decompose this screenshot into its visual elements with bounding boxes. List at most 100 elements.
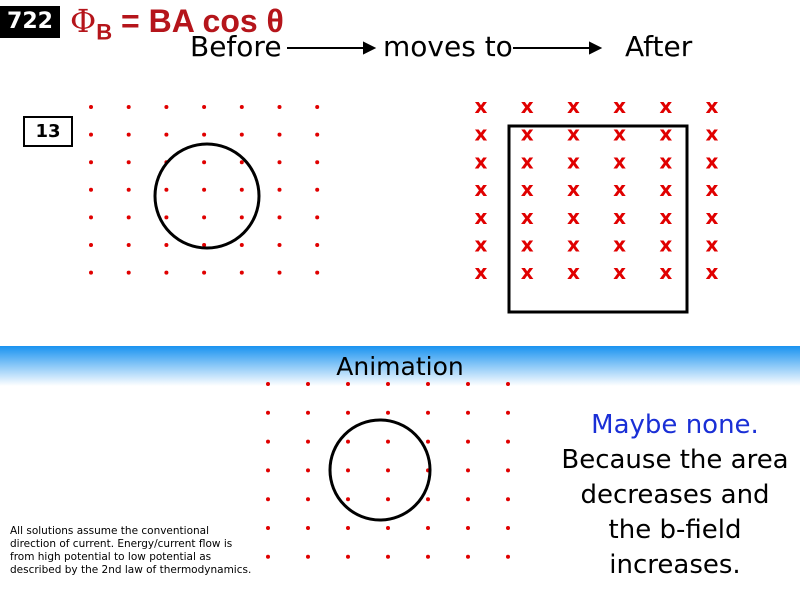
field-dot <box>266 497 270 502</box>
field-x: x <box>521 149 534 173</box>
field-dot <box>386 410 390 415</box>
field-x: x <box>567 205 580 229</box>
field-dot <box>466 410 470 415</box>
field-dot <box>126 243 131 247</box>
field-x: x <box>521 177 534 201</box>
phi-subscript: B <box>96 19 113 45</box>
field-dot <box>239 243 244 247</box>
field-dot <box>315 105 320 109</box>
field-dot <box>89 215 93 220</box>
field-dot <box>306 410 310 415</box>
after-field-xs: xxxxxxxxxxxxxxxxxxxxxxxxxxxxxxxxxxxxxxxx… <box>475 94 719 284</box>
field-x: x <box>706 205 719 229</box>
field-dot <box>239 132 244 137</box>
slide-number: 722 <box>0 6 60 38</box>
field-dot <box>386 439 390 444</box>
field-x: x <box>613 177 626 201</box>
answer: Maybe none. Because the area decreases a… <box>555 408 795 583</box>
field-x: x <box>475 205 488 229</box>
field-dot <box>346 468 350 473</box>
field-x: x <box>613 205 626 229</box>
field-dot <box>506 468 510 473</box>
field-dot <box>466 468 470 473</box>
field-x: x <box>475 177 488 201</box>
field-dot <box>89 160 93 165</box>
field-dot <box>202 243 207 247</box>
animation-loop <box>328 418 432 522</box>
field-dot <box>277 187 282 192</box>
field-dot <box>315 243 320 247</box>
field-dot <box>466 382 470 386</box>
moves-to-label: moves to <box>383 30 513 63</box>
field-dot <box>426 526 430 530</box>
arrow-2-head <box>589 41 603 55</box>
field-x: x <box>521 205 534 229</box>
field-dot <box>306 497 310 502</box>
animation-label: Animation <box>336 352 464 381</box>
field-x: x <box>567 177 580 201</box>
field-dot <box>202 187 207 192</box>
field-dot <box>126 270 131 275</box>
field-dot <box>466 526 470 530</box>
field-dot <box>506 410 510 415</box>
field-x: x <box>567 149 580 173</box>
animation-field-dots <box>266 382 510 559</box>
field-x: x <box>521 260 534 284</box>
field-x: x <box>475 122 488 146</box>
field-dot <box>164 270 169 275</box>
field-x: x <box>659 233 672 257</box>
field-dot <box>202 105 207 109</box>
field-dot <box>315 215 320 220</box>
field-x: x <box>521 233 534 257</box>
field-x: x <box>613 260 626 284</box>
field-dot <box>164 187 169 192</box>
field-dot <box>506 382 510 386</box>
answer-highlight: Maybe none. <box>591 410 759 440</box>
field-x: x <box>567 260 580 284</box>
field-dot <box>306 439 310 444</box>
field-dot <box>89 187 93 192</box>
field-dot <box>386 526 390 530</box>
field-dot <box>315 132 320 137</box>
field-dot <box>277 215 282 220</box>
field-dot <box>202 132 207 137</box>
field-dot <box>126 105 131 109</box>
field-x: x <box>567 94 580 118</box>
field-dot <box>239 105 244 109</box>
field-dot <box>315 187 320 192</box>
field-x: x <box>567 233 580 257</box>
phi-symbol: Φ <box>70 2 97 40</box>
field-dot <box>202 160 207 165</box>
answer-explanation: Because the area decreases and the b-fie… <box>561 445 789 580</box>
field-x: x <box>521 122 534 146</box>
field-dot <box>306 468 310 473</box>
before-loop <box>153 142 261 250</box>
field-dot <box>164 132 169 137</box>
field-dot <box>386 497 390 502</box>
field-dot <box>277 270 282 275</box>
field-dot <box>506 526 510 530</box>
field-dot <box>315 160 320 165</box>
field-dot <box>386 554 390 559</box>
animation-banner <box>0 346 800 386</box>
field-dot <box>277 132 282 137</box>
field-dot <box>89 105 93 109</box>
flux-formula: ΦB = BA cos θ <box>70 2 284 45</box>
field-dot <box>239 215 244 220</box>
field-dot <box>266 410 270 415</box>
field-dot <box>89 270 93 275</box>
field-dot <box>306 382 310 386</box>
field-dot <box>315 270 320 275</box>
field-dot <box>239 187 244 192</box>
field-dot <box>202 270 207 275</box>
arrow-1-head <box>363 41 377 55</box>
field-x: x <box>706 94 719 118</box>
field-dot <box>426 410 430 415</box>
field-dot <box>239 270 244 275</box>
field-x: x <box>475 94 488 118</box>
after-loop <box>507 124 689 314</box>
field-dot <box>126 132 131 137</box>
field-dot <box>266 468 270 473</box>
field-x: x <box>659 94 672 118</box>
